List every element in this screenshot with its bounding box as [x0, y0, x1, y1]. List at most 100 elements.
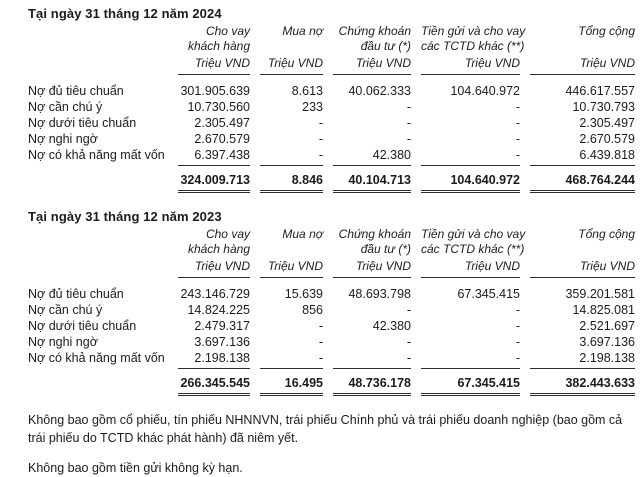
cell-value: - — [333, 99, 411, 115]
header-spacer — [28, 227, 168, 278]
column-header-mua-no: Mua nợ Triệu VND — [250, 227, 323, 278]
column-header-cho-vay: Cho vay khách hàng Triệu VND — [168, 24, 250, 75]
cell-value: 14.824.225 — [178, 302, 250, 318]
column-header-line: khách hàng — [178, 39, 250, 54]
cell-value: - — [260, 318, 323, 334]
header-row: Cho vay khách hàng Triệu VND Mua nợ Triệ… — [28, 227, 635, 278]
column-header-line: Tiền gửi và cho vay — [421, 24, 520, 39]
row-label: Nợ dưới tiêu chuẩn — [28, 115, 168, 131]
row-label: Nợ nghi ngờ — [28, 131, 168, 147]
column-unit: Triệu VND — [421, 259, 520, 278]
cell-value: 2.305.497 — [530, 115, 635, 131]
cell-value: - — [421, 147, 520, 166]
column-unit: Triệu VND — [178, 56, 250, 75]
total-value: 468.764.244 — [530, 172, 635, 193]
row-label: Nợ đủ tiêu chuẩn — [28, 75, 168, 99]
table-row: Nợ có khả năng mất vốn 6.397.438 - 42.38… — [28, 147, 635, 166]
column-unit: Triệu VND — [260, 56, 323, 75]
cell-value: - — [333, 302, 411, 318]
cell-value: 2.670.579 — [178, 131, 250, 147]
column-unit: Triệu VND — [530, 259, 635, 278]
cell-value: 243.146.729 — [178, 286, 250, 302]
cell-value: 14.825.081 — [530, 302, 635, 318]
column-header-line: các TCTD khác (**) — [421, 39, 520, 54]
section-title: Tại ngày 31 tháng 12 năm 2024 — [28, 6, 640, 21]
column-header-line: các TCTD khác (**) — [421, 242, 520, 257]
cell-value: 2.305.497 — [178, 115, 250, 131]
column-header-tong-cong: Tổng cộng Triệu VND — [520, 227, 635, 278]
row-label: Nợ cần chú ý — [28, 99, 168, 115]
total-row: 324.009.713 8.846 40.104.713 104.640.972… — [28, 166, 635, 193]
cell-value: - — [421, 131, 520, 147]
cell-value: 2.479.317 — [178, 318, 250, 334]
table-row: Nợ dưới tiêu chuẩn 2.305.497 - - - 2.305… — [28, 115, 635, 131]
total-row-spacer — [28, 369, 168, 396]
column-unit: Triệu VND — [178, 259, 250, 278]
column-header-mua-no: Mua nợ Triệu VND — [250, 24, 323, 75]
cell-value: - — [333, 334, 411, 350]
loan-classification-table-2023: Cho vay khách hàng Triệu VND Mua nợ Triệ… — [28, 227, 635, 396]
column-header-line — [260, 39, 323, 54]
table-row: Nợ đủ tiêu chuẩn 243.146.729 15.639 48.6… — [28, 278, 635, 302]
table-row: Nợ đủ tiêu chuẩn 301.905.639 8.613 40.06… — [28, 75, 635, 99]
column-header-line: Chứng khoán — [333, 24, 411, 39]
table-row: Nợ dưới tiêu chuẩn 2.479.317 - 42.380 - … — [28, 318, 635, 334]
column-header-line: Tổng cộng — [530, 227, 635, 242]
total-value: 324.009.713 — [178, 172, 250, 193]
cell-value: 446.617.557 — [530, 83, 635, 99]
column-header-line — [530, 242, 635, 257]
cell-value: - — [333, 350, 411, 369]
total-value: 67.345.415 — [421, 375, 520, 396]
cell-value: 2.198.138 — [178, 350, 250, 369]
cell-value: 233 — [260, 99, 323, 115]
column-header-line: đầu tư (*) — [333, 242, 411, 257]
cell-value: 8.613 — [260, 83, 323, 99]
column-header-line — [530, 39, 635, 54]
column-unit: Triệu VND — [333, 259, 411, 278]
total-row: 266.345.545 16.495 48.736.178 67.345.415… — [28, 369, 635, 396]
total-value: 8.846 — [260, 172, 323, 193]
column-header-chung-khoan: Chứng khoán đầu tư (*) Triệu VND — [323, 24, 411, 75]
column-header-line: Cho vay — [178, 227, 250, 242]
footnote-1: Không bao gồm cổ phiếu, tín phiếu NHNNVN… — [28, 412, 628, 448]
cell-value: 2.198.138 — [530, 350, 635, 369]
row-label: Nợ có khả năng mất vốn — [28, 350, 168, 369]
table-row: Nợ nghi ngờ 3.697.136 - - - 3.697.136 — [28, 334, 635, 350]
cell-value: - — [260, 334, 323, 350]
section-title: Tại ngày 31 tháng 12 năm 2023 — [28, 209, 640, 224]
cell-value: - — [421, 302, 520, 318]
total-row-spacer — [28, 166, 168, 193]
cell-value: 40.062.333 — [333, 83, 411, 99]
table-row: Nợ nghi ngờ 2.670.579 - - - 2.670.579 — [28, 131, 635, 147]
row-label: Nợ có khả năng mất vốn — [28, 147, 168, 166]
column-header-tien-gui: Tiền gửi và cho vay các TCTD khác (**) T… — [411, 227, 520, 278]
row-label: Nợ dưới tiêu chuẩn — [28, 318, 168, 334]
cell-value: 10.730.793 — [530, 99, 635, 115]
header-row: Cho vay khách hàng Triệu VND Mua nợ Triệ… — [28, 24, 635, 75]
column-header-line: Chứng khoán — [333, 227, 411, 242]
cell-value: 3.697.136 — [178, 334, 250, 350]
column-unit: Triệu VND — [530, 56, 635, 75]
cell-value: - — [421, 115, 520, 131]
total-value: 382.443.633 — [530, 375, 635, 396]
cell-value: - — [333, 131, 411, 147]
cell-value: - — [421, 99, 520, 115]
cell-value: 42.380 — [333, 147, 411, 166]
total-value: 266.345.545 — [178, 375, 250, 396]
cell-value: 6.397.438 — [178, 147, 250, 166]
total-value: 40.104.713 — [333, 172, 411, 193]
header-spacer — [28, 24, 168, 75]
loan-classification-table-2024: Cho vay khách hàng Triệu VND Mua nợ Triệ… — [28, 24, 635, 193]
cell-value: 6.439.818 — [530, 147, 635, 166]
cell-value: - — [421, 334, 520, 350]
cell-value: 2.521.697 — [530, 318, 635, 334]
footnote-2: Không bao gồm tiền gửi không kỳ hạn. — [28, 460, 628, 477]
cell-value: - — [333, 115, 411, 131]
column-header-line: Cho vay — [178, 24, 250, 39]
column-unit: Triệu VND — [260, 259, 323, 278]
cell-value: 104.640.972 — [421, 83, 520, 99]
column-header-line — [260, 242, 323, 257]
footnotes: Không bao gồm cổ phiếu, tín phiếu NHNNVN… — [28, 412, 640, 477]
cell-value: - — [260, 131, 323, 147]
column-header-line: Tổng cộng — [530, 24, 635, 39]
